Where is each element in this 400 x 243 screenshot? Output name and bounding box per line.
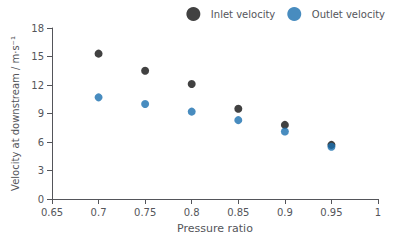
- svg-text:0.7: 0.7: [91, 207, 107, 218]
- svg-text:0.8: 0.8: [184, 207, 200, 218]
- svg-text:12: 12: [31, 80, 44, 91]
- svg-text:3: 3: [38, 165, 44, 176]
- svg-text:0: 0: [38, 194, 44, 205]
- svg-text:0.85: 0.85: [227, 207, 249, 218]
- svg-text:9: 9: [38, 108, 44, 119]
- svg-text:Outlet velocity: Outlet velocity: [312, 9, 385, 20]
- svg-text:0.9: 0.9: [277, 207, 293, 218]
- svg-text:1: 1: [375, 207, 381, 218]
- svg-text:0.75: 0.75: [134, 207, 156, 218]
- svg-text:15: 15: [31, 51, 44, 62]
- svg-text:6: 6: [38, 137, 44, 148]
- svg-text:18: 18: [31, 23, 44, 34]
- svg-text:Velocity at downstream / m·s⁻¹: Velocity at downstream / m·s⁻¹: [10, 36, 21, 191]
- svg-text:Pressure ratio: Pressure ratio: [177, 222, 253, 235]
- svg-text:0.65: 0.65: [41, 207, 63, 218]
- svg-text:Inlet velocity: Inlet velocity: [211, 9, 275, 20]
- svg-text:0.95: 0.95: [320, 207, 342, 218]
